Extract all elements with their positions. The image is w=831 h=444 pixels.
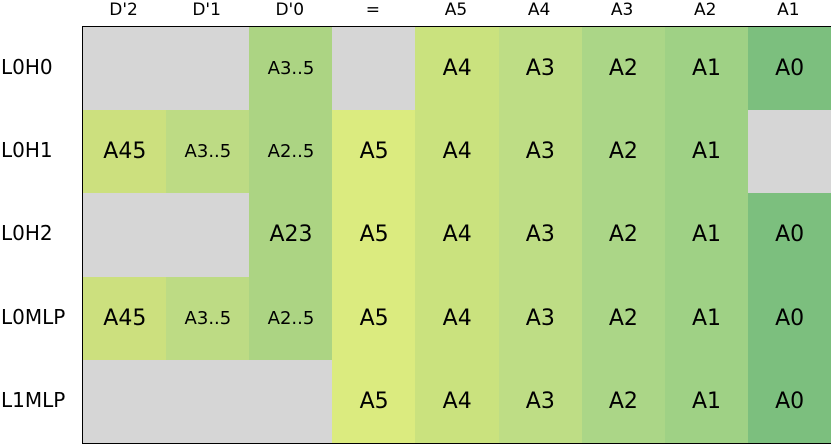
column-header-8: A1 [777,0,800,20]
grid-cell: A5 [332,276,416,361]
column-header-1: D'1 [192,0,221,20]
grid-cell: A3..5 [166,110,250,194]
grid-cell [166,27,250,111]
row-label-l0h1: L0H1 [1,138,53,163]
grid-cell: A3 [498,193,583,278]
grid-cell: A2 [581,276,666,361]
grid-cell [83,27,167,111]
grid-cell: A0 [747,359,831,443]
grid-cell: A4 [415,110,499,194]
grid-cell: A3..5 [249,27,333,111]
grid-cell: A1 [664,110,749,194]
grid-cell [249,359,333,443]
grid-cell: A2 [581,27,666,111]
column-header-0: D'2 [109,0,138,20]
grid-cell: A0 [747,276,831,361]
grid-cell: A3 [498,359,583,443]
grid-cell: A4 [415,359,499,443]
grid-cell: A2 [581,359,666,443]
attention-grid: A3..5 A4 A3 A2 A1 A0 A45 A3..5 A2..5 A5 A4 A3 A2 A1 A2… [82,26,831,444]
grid-cell: A5 [332,193,416,278]
grid-cell [166,193,250,278]
grid-cell: A2..5 [249,110,333,194]
grid-cell: A4 [415,27,499,111]
row-label-l0h0: L0H0 [1,55,53,79]
grid-cell [83,193,167,278]
column-header-4: A5 [444,0,468,20]
column-header-3: = [365,0,380,20]
grid-cell: A0 [747,193,831,278]
grid-cell: A3 [498,110,583,194]
grid-cell: A5 [332,359,416,443]
grid-cell [83,359,167,443]
grid-cell: A1 [664,276,749,361]
grid-cell: A2 [581,193,666,278]
grid-cell: A4 [415,276,499,361]
grid-cell: A23 [249,193,333,278]
grid-cell: A3 [498,27,583,111]
grid-cell: A3 [498,276,583,361]
grid-cell: A1 [664,193,749,278]
row-label-l0h2: L0H2 [1,221,53,246]
row-label-l1mlp: L1MLP [1,387,66,412]
grid-cell: A2..5 [249,276,333,361]
grid-cell: A45 [83,110,167,194]
grid-cell: A5 [332,110,416,194]
grid-cell [747,110,831,194]
column-header-7: A2 [694,0,717,20]
row-label-l0mlp: L0MLP [1,304,66,329]
grid-cell [332,27,416,111]
column-header-5: A4 [527,0,551,20]
grid-cell: A1 [664,27,749,111]
grid-cell [166,359,250,443]
grid-cell: A2 [581,110,666,194]
grid-cell: A1 [664,359,749,443]
grid-cell: A4 [415,193,499,278]
grid-cell: A45 [83,276,167,361]
column-header-2: D'0 [275,0,305,20]
column-header-6: A3 [610,0,634,20]
grid-cell: A0 [747,27,831,111]
grid-cell: A3..5 [166,276,250,361]
